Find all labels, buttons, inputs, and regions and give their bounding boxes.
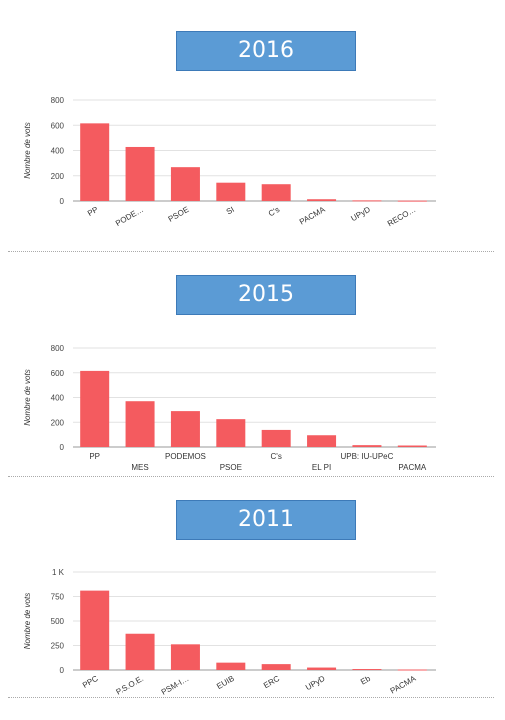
bar bbox=[80, 123, 110, 201]
bar bbox=[397, 445, 427, 447]
year-badge-2011: 2011 bbox=[176, 500, 356, 540]
bar bbox=[125, 633, 155, 670]
year-badge-2016: 2016 bbox=[176, 31, 356, 71]
y-axis-label: Nombre de vots bbox=[23, 122, 32, 178]
y-tick-label: 1 K bbox=[52, 568, 65, 577]
section-divider bbox=[8, 251, 494, 252]
y-tick-label: 800 bbox=[51, 344, 65, 353]
bar bbox=[397, 200, 427, 202]
bar bbox=[125, 146, 155, 201]
category-label: PSOE bbox=[220, 463, 242, 472]
bar bbox=[216, 419, 246, 447]
bar bbox=[261, 664, 291, 670]
bar bbox=[352, 669, 382, 671]
category-label: PP bbox=[89, 452, 100, 461]
category-label: C's bbox=[271, 452, 282, 461]
category-label: PPC bbox=[81, 674, 100, 690]
section-divider bbox=[8, 697, 494, 698]
bar bbox=[216, 662, 246, 670]
bar bbox=[80, 370, 110, 447]
bar bbox=[261, 429, 291, 447]
category-label: EUIB bbox=[215, 674, 236, 691]
year-badge-2015: 2015 bbox=[176, 275, 356, 315]
bar bbox=[170, 411, 200, 447]
y-tick-label: 600 bbox=[51, 369, 65, 378]
bar bbox=[80, 590, 110, 670]
y-tick-label: 750 bbox=[51, 593, 65, 602]
section-divider bbox=[8, 476, 494, 477]
category-label: ERC bbox=[262, 674, 281, 690]
bar bbox=[352, 445, 382, 447]
y-tick-label: 400 bbox=[51, 147, 65, 156]
y-tick-label: 200 bbox=[51, 418, 65, 427]
y-tick-label: 400 bbox=[51, 394, 65, 403]
bar bbox=[307, 199, 337, 201]
category-label: P.S.O.E. bbox=[115, 674, 146, 697]
bar bbox=[125, 401, 155, 447]
category-label: UPB: IU-UPeC bbox=[340, 452, 393, 461]
y-tick-label: 0 bbox=[60, 443, 65, 452]
y-tick-label: 800 bbox=[51, 96, 65, 105]
category-label: MES bbox=[131, 463, 148, 472]
y-tick-label: 250 bbox=[51, 642, 65, 651]
y-tick-label: 200 bbox=[51, 172, 65, 181]
category-label: PACMA bbox=[389, 674, 418, 696]
category-label: PODEMOS bbox=[165, 452, 206, 461]
category-label: PSM-I… bbox=[160, 674, 191, 697]
category-label: SI bbox=[225, 205, 236, 217]
bar bbox=[261, 184, 291, 201]
y-axis-label: Nombre de vots bbox=[23, 593, 32, 649]
chart-2015: 0 200 400 600 800 Nombre de vots PP MES PODEMOS P… bbox=[23, 344, 436, 472]
category-label: EL PI bbox=[312, 463, 331, 472]
bar bbox=[352, 200, 382, 202]
bar bbox=[216, 182, 246, 201]
y-tick-label: 0 bbox=[60, 197, 65, 206]
y-axis-label: Nombre de vots bbox=[23, 369, 32, 425]
bar bbox=[397, 669, 427, 671]
category-label: PACMA bbox=[398, 463, 427, 472]
y-tick-label: 500 bbox=[51, 617, 65, 626]
y-tick-label: 600 bbox=[51, 121, 65, 130]
y-tick-label: 0 bbox=[60, 666, 65, 675]
bar bbox=[170, 167, 200, 201]
bar bbox=[170, 644, 200, 670]
category-label: Eb bbox=[359, 674, 372, 687]
category-label: UPyD bbox=[304, 674, 327, 692]
bar bbox=[307, 435, 337, 447]
bar bbox=[307, 667, 337, 670]
